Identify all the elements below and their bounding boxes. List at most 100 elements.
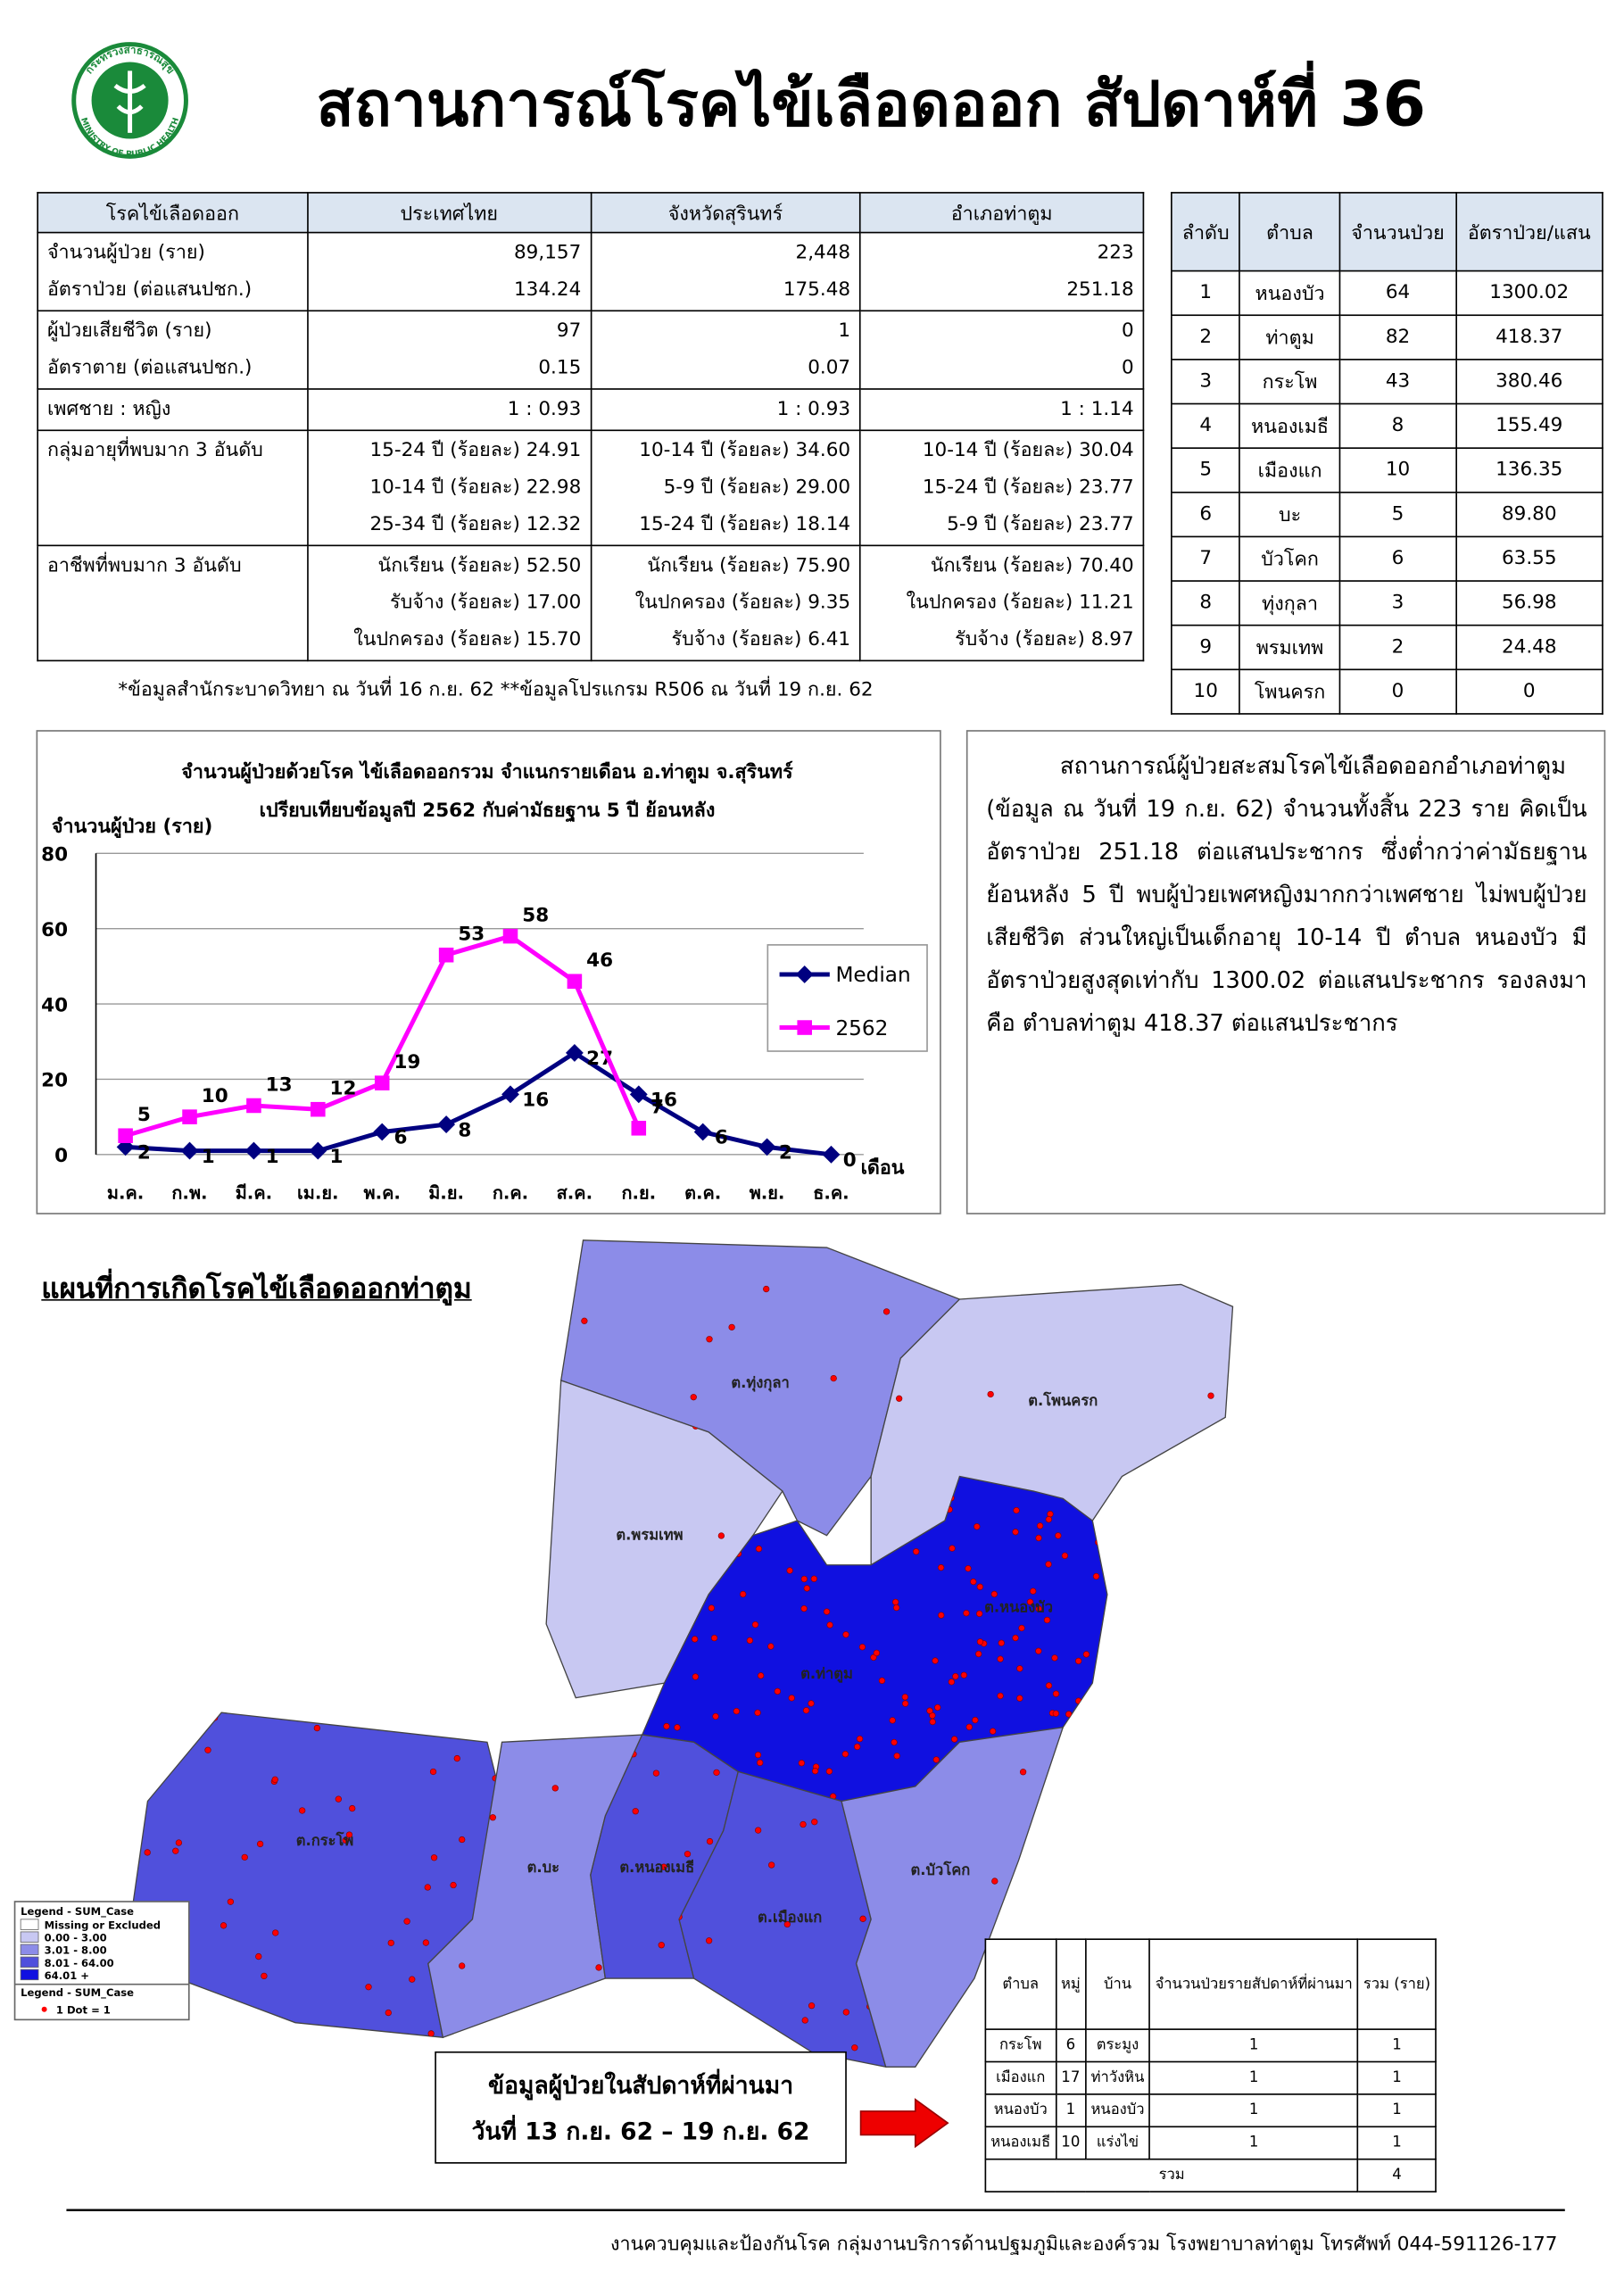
case-dot [858,1644,866,1651]
header-row: ตำบล หมู่ บ้าน จำนวนป่วยรายสัปดาห์ที่ผ่านมา… [984,1938,1437,2030]
legend-swatch [20,1956,39,1969]
column-header: จังหวัดสุรินทร์ [590,192,861,234]
case-dot [136,1751,144,1758]
case-dot [1095,1538,1102,1546]
cell: 1 [1357,2060,1437,2095]
cell: 1 [1055,2093,1087,2128]
legend-marker [797,1020,812,1035]
x-tick-label: ก.ย. [621,1182,656,1203]
case-dot [652,1770,660,1777]
chart-title: จำนวนผู้ป่วยด้วยโรค ไข้เลือดออกรวม จำแนก… [181,759,793,784]
case-dot [427,2030,435,2037]
case-dot [830,1374,837,1382]
cell: พรมเทพ [1239,624,1341,671]
case-dot [998,1639,1005,1646]
table-row: 4 หนองเมธี 8 155.49 [1171,402,1603,449]
case-dot [1018,1897,1025,1904]
case-dot [823,1608,831,1615]
legend-item: Missing or Excluded [45,1919,161,1932]
case-dot [763,1285,770,1293]
x-tick-label: ส.ค. [557,1182,592,1203]
data-label: 16 [650,1090,677,1112]
cell: 3 [1338,580,1457,626]
cell: หนองบัว [1084,2093,1151,2128]
column-header: ประเทศไทย [306,192,592,234]
cell: 1 [1148,2126,1359,2160]
cell: 10 [1338,447,1457,493]
cell: 380.46 [1454,359,1603,405]
point [438,947,454,963]
case-dot [800,1575,808,1583]
table-row: 8 ทุ่งกุลา 3 56.98 [1171,580,1603,626]
column-header: ตำบล [984,1938,1056,2030]
case-dot [1013,1506,1020,1514]
case-dot [754,1709,761,1717]
data-label: 6 [394,1127,407,1149]
case-dot [712,1712,719,1720]
table-row: เพศชาย : หญิง 1 : 0.93 1 : 0.93 1 : 1.14 [37,388,1145,432]
cell: 1 [1148,2093,1359,2128]
cell: 8 [1171,580,1241,626]
case-dot [342,1836,349,1844]
table-row: กระโพ 6 ตระมูง 1 1 [984,2028,1437,2063]
cell-line: นักเรียน (ร้อยละ) 52.50 [377,555,582,577]
case-dot [692,1636,699,1643]
label-line: ผู้ป่วยเสียชีวิต (ราย) [46,320,212,343]
table-row: 1 หนองบัว 64 1300.02 [1171,269,1603,317]
footer: งานควบคุมและป้องกันโรค กลุ่มงานบริการด้า… [609,2234,1558,2257]
y-tick-label: 0 [54,1145,68,1167]
case-dot [453,1754,460,1762]
case-dot [768,1861,775,1869]
case-dot [1016,1665,1023,1672]
case-dot [972,1716,979,1724]
district-label: ต.หนองบัว [984,1599,1053,1616]
case-dot [1063,1750,1070,1758]
cell-line: 15-24 ปี (ร้อยละ) 24.91 [369,440,582,462]
case-dot [949,1545,956,1552]
cell: 97 0.15 [306,310,592,390]
case-dot [674,1724,681,1731]
cell-line: ในปกครอง (ร้อยละ) 11.21 [906,592,1134,615]
cell: บะ [1239,491,1341,538]
cell: 223 251.18 [859,231,1145,312]
case-dot [409,1976,416,1983]
column-header: โรคไข้เลือดออก [37,192,309,234]
case-dot [913,1548,920,1555]
table-row: 7 บัวโคก 6 63.55 [1171,535,1603,582]
legend-box [766,944,928,1052]
case-dot [757,1672,765,1679]
case-dot [801,2017,808,2024]
cell: 2,448 175.48 [590,231,861,312]
cell: 6 [1338,535,1457,582]
district-label: ต.ท่าตูม [800,1665,853,1684]
case-dot [952,1672,959,1680]
cell: 4 [1171,402,1241,449]
x-tick-label: ก.ค. [493,1182,528,1203]
case-dot [450,1881,457,1889]
case-dot [1055,1532,1062,1539]
cell-line: รับจ้าง (ร้อยละ) 8.97 [955,628,1134,651]
case-dot [1016,1695,1023,1702]
cell: ทุ่งกุลา [1239,580,1341,626]
case-dot [948,1678,955,1686]
x-tick-label: ก.พ. [171,1182,207,1203]
case-dot [783,1920,791,1928]
column-header: ตำบล [1239,192,1341,272]
case-dot [632,1808,639,1815]
legend-item: 3.01 - 8.00 [45,1944,107,1957]
cell: นักเรียน (ร้อยละ) 75.90 ในปกครอง (ร้อยละ)… [590,544,861,662]
case-dot [728,1323,735,1330]
row-label: จำนวนผู้ป่วย (ราย) อัตราป่วย (ต่อแสนปชก.) [37,231,309,312]
cell: 155.49 [1454,402,1603,449]
cell: นักเรียน (ร้อยละ) 70.40 ในปกครอง (ร้อยละ)… [859,544,1145,662]
data-label: 58 [522,905,549,927]
point [758,1138,776,1156]
case-dot [660,1863,667,1870]
case-dot [757,1759,764,1767]
cell: 1 : 1.14 [859,388,1145,432]
x-tick-label: มี.ค. [236,1182,272,1203]
case-dot [976,1583,983,1590]
case-dot [856,1736,864,1743]
case-dot [172,1847,179,1854]
